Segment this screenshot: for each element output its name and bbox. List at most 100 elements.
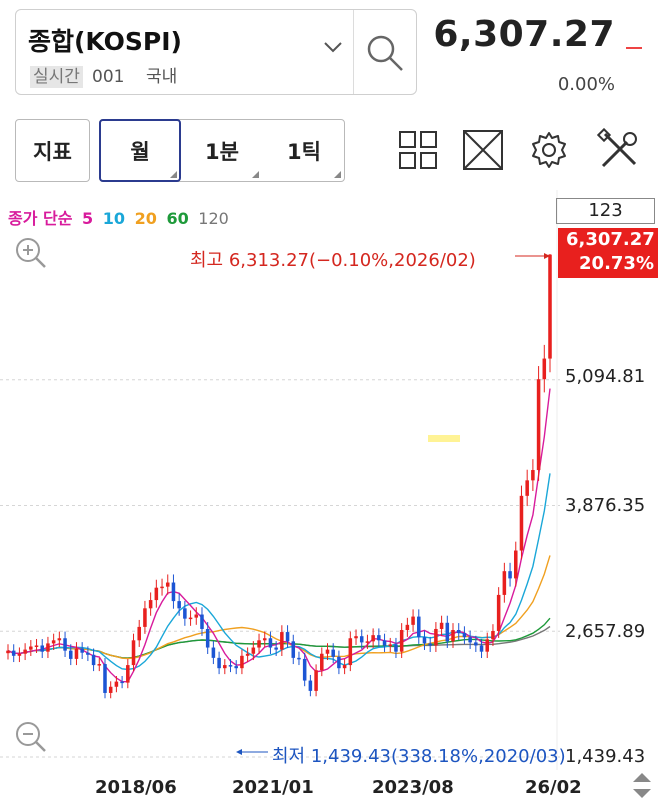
candle-body <box>474 642 478 646</box>
candle-body <box>91 654 96 666</box>
layout-grid-icon[interactable] <box>396 128 440 172</box>
candle-body <box>451 630 455 642</box>
candle-body <box>6 650 10 654</box>
ma-legend: 종가 단순 5 10 20 60 120 <box>8 205 233 229</box>
candle-body <box>405 624 410 631</box>
candle-body <box>439 622 444 629</box>
candle-body <box>188 617 193 620</box>
dropdown-corner-icon <box>170 171 177 178</box>
ma-legend-5: 5 <box>82 209 94 228</box>
y-tick-label: 5,094.81 <box>565 366 646 387</box>
candle-body <box>525 480 529 496</box>
chevron-down-icon[interactable] <box>322 40 344 54</box>
candle-body <box>46 643 50 652</box>
period-box[interactable]: 123 <box>556 198 655 224</box>
candle-body <box>240 655 244 669</box>
zoom-out-icon[interactable] <box>14 720 48 754</box>
candle-body <box>422 637 427 644</box>
candle-body <box>399 630 404 652</box>
ma-legend-120: 120 <box>198 209 229 228</box>
candle-body <box>519 495 524 551</box>
candle-body <box>496 594 501 632</box>
tools-icon[interactable] <box>597 128 641 172</box>
candle-body <box>126 665 130 683</box>
current-price-tag-price: 6,307.27 <box>566 229 655 250</box>
dropdown-corner-icon <box>252 171 259 178</box>
candle-body <box>548 254 552 359</box>
candle-body <box>359 636 364 643</box>
candle-body <box>68 650 73 659</box>
candle-body <box>217 657 221 669</box>
candle-body <box>171 582 176 602</box>
candle-body <box>40 645 45 652</box>
highlight-mark <box>428 435 460 442</box>
candle-body <box>143 608 147 627</box>
candle-body <box>394 644 398 652</box>
period-month-button[interactable]: 월 <box>99 119 181 182</box>
candle-body <box>354 636 358 639</box>
dropdown-corner-icon <box>334 171 341 178</box>
candle-body <box>205 628 210 648</box>
period-1min-button[interactable]: 1분 <box>205 139 239 164</box>
candle-body <box>468 637 472 643</box>
min-arrow-head <box>236 749 242 755</box>
search-icon[interactable] <box>364 32 406 74</box>
candle-body <box>17 653 22 656</box>
index-name[interactable]: 종합(KOSPI) <box>28 27 182 56</box>
candle-body <box>120 681 124 684</box>
period-month-label: 월 <box>130 139 150 164</box>
market-label: 국내 <box>146 67 178 87</box>
candle-body <box>377 635 381 641</box>
candle-body <box>103 664 107 693</box>
min-price-annotation: 최저 1,439.43(338.18%,2020/03) <box>272 746 566 767</box>
candle-body <box>97 664 102 666</box>
candle-body <box>234 666 238 669</box>
candle-body <box>148 600 153 609</box>
ma-legend-60: 60 <box>166 209 189 228</box>
candle-body <box>251 647 256 654</box>
period-1tick-button[interactable]: 1틱 <box>287 139 321 164</box>
candle-body <box>262 638 267 641</box>
candle-body <box>211 647 216 658</box>
candle-body <box>485 639 490 652</box>
candle-body <box>337 656 341 669</box>
ma-legend-20: 20 <box>134 209 157 228</box>
y-tick-label: 3,876.35 <box>565 495 646 516</box>
candle-body <box>74 648 79 659</box>
candle-body <box>291 641 296 658</box>
candle-body <box>536 379 541 471</box>
candle-body <box>257 640 261 648</box>
candle-body <box>365 641 370 643</box>
candle-body <box>86 652 90 655</box>
y-tick-label: 1,439.43 <box>565 746 646 767</box>
candle-body <box>183 608 187 619</box>
ma-legend-10: 10 <box>102 209 126 228</box>
candle-body <box>320 653 324 671</box>
max-price-annotation: 최고 6,313.27(−0.10%,2026/02) <box>190 250 476 271</box>
max-arrow-head <box>544 253 550 259</box>
candle-body <box>137 626 141 641</box>
candle-body <box>200 614 204 629</box>
candle-body <box>274 647 278 650</box>
candle-body <box>29 646 33 650</box>
zoom-in-icon[interactable] <box>14 236 48 270</box>
candle-body <box>388 644 393 646</box>
settings-gear-icon[interactable] <box>527 128 571 172</box>
candle-body <box>417 616 421 638</box>
candle-body <box>228 665 233 667</box>
candle-body <box>479 645 484 652</box>
candle-body <box>63 638 67 651</box>
candle-body <box>80 648 84 653</box>
x-tick-label: 2023/08 <box>372 777 454 798</box>
candle-body <box>462 633 467 638</box>
candle-body <box>177 601 181 609</box>
candle-body <box>114 681 119 687</box>
candle-body <box>34 645 39 647</box>
candle-body <box>513 550 518 579</box>
candle-body <box>297 657 301 660</box>
price-chart[interactable] <box>0 190 660 801</box>
current-price-tag-pct: 20.73% <box>579 253 654 274</box>
scroll-updown-icon[interactable] <box>630 770 654 801</box>
fullscreen-icon[interactable] <box>461 128 505 172</box>
indicator-button[interactable]: 지표 <box>15 119 90 182</box>
